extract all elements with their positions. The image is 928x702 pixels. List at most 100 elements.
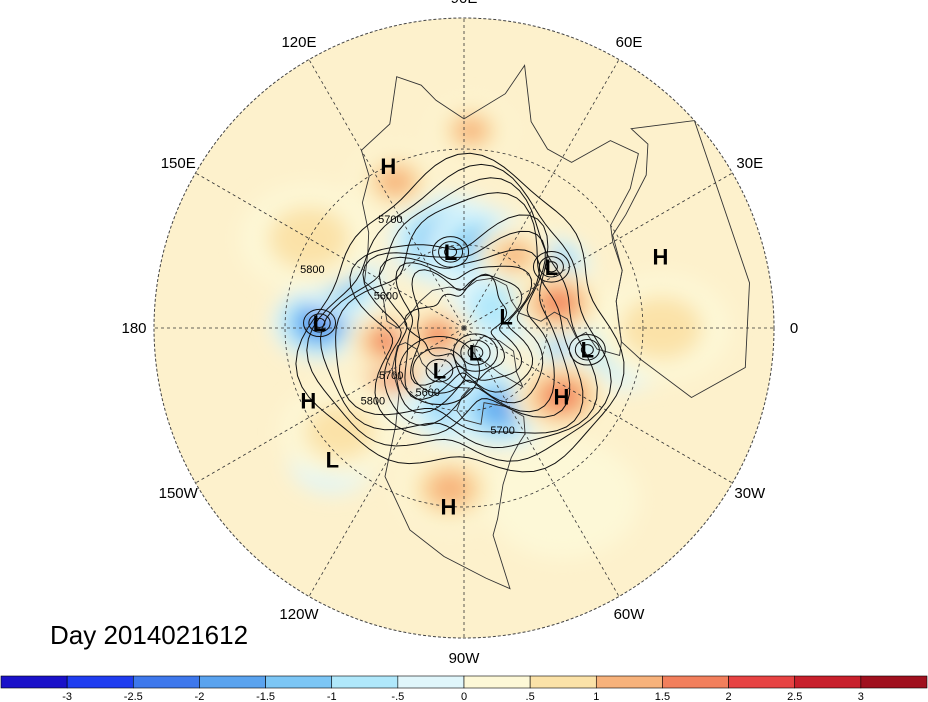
meridian-line <box>463 327 733 484</box>
colorbar-tick-label: -.5 <box>391 691 404 702</box>
colorbar-swatch <box>463 675 531 689</box>
high-pressure-label: H <box>440 494 456 519</box>
meridian-line <box>195 172 465 329</box>
low-pressure-label: L <box>313 311 326 336</box>
contour-value-label: 5700 <box>490 425 514 437</box>
colorbar-tick-label: -2.5 <box>124 691 143 702</box>
colorbar-swatch <box>529 675 597 689</box>
map-boundary <box>153 17 775 639</box>
colorbar-swatch <box>265 675 333 689</box>
colorbar-tick-label: 0 <box>461 691 467 702</box>
contour-value-label: 5600 <box>374 291 398 303</box>
closed-contour <box>444 246 458 258</box>
high-pressure-label: H <box>554 384 570 409</box>
closed-contour <box>574 339 600 361</box>
longitude-label: 30W <box>734 485 766 502</box>
contour-value-label: 5700 <box>378 214 402 226</box>
anomaly-blob <box>304 403 377 460</box>
height-contour <box>395 262 534 400</box>
longitude-label: 150W <box>159 485 199 502</box>
colorbar-tick-label: 2 <box>726 691 732 702</box>
longitude-labels: 90E 60E 30E 0 30W 60W 90W 120W 150W 180 150E 120E <box>121 0 798 667</box>
closed-contour <box>313 317 326 328</box>
longitude-label: 0 <box>790 320 798 337</box>
colorbar-tick-label: 2.5 <box>787 691 802 702</box>
longitude-label: 90W <box>449 650 481 667</box>
longitude-label: 120E <box>281 34 316 51</box>
closed-contour <box>303 308 337 338</box>
low-pressure-label: L <box>433 359 446 384</box>
anomaly-blob <box>620 296 703 360</box>
high-pressure-label: H <box>380 154 396 179</box>
closed-contour <box>412 347 467 394</box>
longitude-label: 30E <box>736 155 763 172</box>
meridian-line <box>308 327 465 597</box>
meridian-line <box>308 59 465 329</box>
longitude-label: 60W <box>614 606 646 623</box>
colorbar-swatch <box>132 675 200 689</box>
low-pressure-label: L <box>499 305 512 330</box>
colorbar-tick-label: 1 <box>593 691 599 702</box>
anomaly-blob <box>454 117 488 144</box>
eurasia-coast <box>360 64 639 356</box>
date-title: Day 2014021612 <box>50 620 249 650</box>
colorbar-tick-label: -1.5 <box>256 691 275 702</box>
graticule <box>154 18 774 638</box>
colorbar-tick-label: 3 <box>858 691 864 702</box>
colorbar-swatch <box>728 675 796 689</box>
closed-contour <box>467 345 484 360</box>
anomaly-blob <box>498 242 532 268</box>
colorbar-swatch <box>662 675 729 689</box>
meridian-line <box>463 172 733 329</box>
anomaly-shading <box>241 100 730 559</box>
closed-contour <box>544 261 558 273</box>
low-pressure-label: L <box>444 240 457 265</box>
meridian-line <box>195 327 465 484</box>
colorbar-swatch <box>199 675 266 689</box>
anomaly-blob <box>428 471 472 506</box>
anomaly-blob <box>486 439 640 559</box>
closed-contour <box>452 333 498 372</box>
anomaly-blob <box>425 325 451 345</box>
colorbar-swatch <box>397 675 465 689</box>
closed-contour <box>438 241 464 263</box>
meridian-line <box>463 327 620 597</box>
north-america-coast <box>384 342 526 590</box>
anomaly-blob <box>542 290 574 315</box>
contour-value-label: 5800 <box>300 264 324 276</box>
height-contour <box>306 163 612 462</box>
colorbar-tick-label: .5 <box>526 691 535 702</box>
colorbar-swatch <box>860 675 928 689</box>
contour-value-label: 5800 <box>361 395 385 407</box>
low-pressure-label: L <box>326 448 339 473</box>
colorbar-tick-label: -1 <box>327 691 337 702</box>
contour-value-label: 5600 <box>415 387 439 399</box>
longitude-label: 180 <box>121 320 146 337</box>
colorbar-swatch <box>66 675 134 689</box>
colorbar-swatch <box>0 675 68 689</box>
coastlines <box>360 64 750 590</box>
colorbar-swatch <box>794 675 862 689</box>
contour-labels: 5700 5800 5600 5700 5800 5600 5700 <box>300 214 515 437</box>
low-pressure-label: L <box>581 338 594 363</box>
closed-contour <box>425 358 454 383</box>
longitude-label: 60E <box>616 34 643 51</box>
colorbar-tick-label: -3 <box>62 691 72 702</box>
latitude-circle <box>380 244 548 412</box>
anomaly-blob <box>377 167 415 196</box>
closed-contour <box>308 313 331 333</box>
contour-value-label: 5700 <box>379 370 403 382</box>
meridian-line <box>463 59 620 329</box>
latitude-circle <box>284 148 644 508</box>
colorbar-tick-label: 1.5 <box>655 691 670 702</box>
high-pressure-label: H <box>300 389 316 414</box>
colorbar-swatch <box>595 675 663 689</box>
africa-coast <box>612 120 750 399</box>
longitude-label: 150E <box>161 155 196 172</box>
closed-contour <box>568 333 606 366</box>
longitude-label: 120W <box>279 606 319 623</box>
colorbar-tick-label: -2 <box>195 691 205 702</box>
